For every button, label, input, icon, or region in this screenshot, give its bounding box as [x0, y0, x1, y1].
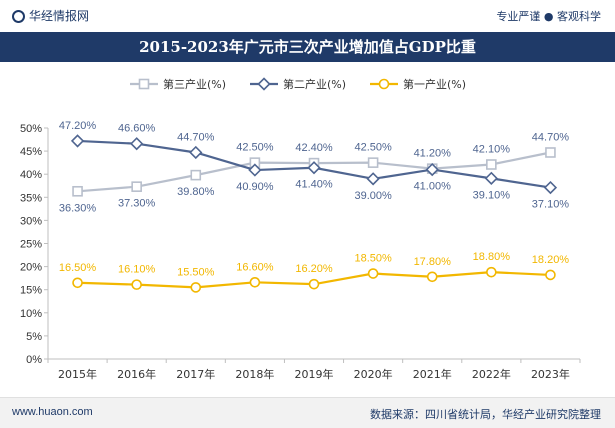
legend-label: 第二产业(%) [283, 77, 346, 91]
y-tick-label: 30% [20, 215, 42, 227]
data-label-primary: 16.10% [118, 264, 156, 276]
data-point-primary [426, 271, 438, 283]
x-tick-label: 2016年 [117, 367, 156, 381]
data-point-primary [249, 277, 261, 288]
title-bar: 2015-2023年广元市三次产业增加值占GDP比重 [0, 32, 615, 62]
y-tick-label: 10% [20, 308, 42, 320]
x-tick-label: 2019年 [295, 367, 334, 381]
data-label-primary: 16.50% [59, 262, 97, 274]
data-point-tertiary [486, 159, 497, 170]
x-tick-label: 2023年 [531, 367, 570, 381]
x-tick-label: 2020年 [354, 367, 393, 381]
legend-marker [257, 77, 271, 91]
line-chart: 第三产业(%) 第二产业(%) 第一产业(%) 0% 5% 10% 15% 20% 25% 30… [20, 77, 581, 381]
data-label-tertiary: 42.10% [473, 143, 511, 155]
x-tick-label: 2015年 [58, 367, 97, 381]
data-point-primary [190, 282, 202, 293]
data-label-tertiary: 42.50% [236, 142, 274, 154]
y-tick-label: 50% [20, 123, 42, 135]
data-label-primary: 18.80% [473, 251, 511, 263]
data-label-tertiary: 36.30% [59, 202, 97, 214]
data-point-secondary [425, 162, 439, 177]
data-point-secondary [543, 180, 558, 195]
data-point-primary [545, 269, 556, 281]
x-tick-label: 2018年 [235, 367, 274, 381]
data-label-secondary: 41.00% [414, 181, 452, 193]
data-point-primary [308, 278, 320, 290]
data-label-primary: 16.60% [236, 261, 274, 273]
x-tick-label: 2022年 [472, 367, 511, 381]
y-tick-label: 35% [20, 192, 42, 204]
data-point-tertiary [367, 157, 379, 168]
y-tick-label: 40% [20, 169, 42, 181]
y-tick-label: 20% [20, 262, 42, 274]
data-point-secondary [189, 145, 203, 160]
data-label-secondary: 47.20% [59, 120, 97, 132]
series-layer [70, 134, 558, 293]
data-point-primary [72, 277, 83, 289]
data-point-secondary [130, 137, 144, 151]
y-tick-label: 45% [20, 146, 42, 158]
data-point-tertiary [545, 147, 556, 158]
series-secondary [70, 134, 558, 195]
data-label-secondary: 41.40% [295, 179, 333, 191]
data-label-tertiary: 42.50% [354, 142, 392, 154]
data-label-primary: 18.20% [532, 254, 570, 266]
data-point-primary [367, 268, 379, 279]
legend-item-tertiary[interactable]: 第三产业(%) [130, 77, 226, 91]
data-label-tertiary: 41.20% [414, 148, 452, 160]
tagline: 专业严谨 ● 客观科学 [496, 10, 601, 23]
data-point-secondary [366, 172, 380, 186]
data-label-tertiary: 39.80% [177, 186, 215, 198]
data-point-secondary [307, 161, 321, 175]
website-link[interactable]: www.huaon.com [12, 406, 93, 418]
data-point-primary [486, 266, 497, 278]
data-label-secondary: 40.90% [236, 181, 274, 193]
data-label-secondary: 46.60% [118, 123, 156, 135]
legend-marker [138, 78, 150, 90]
data-label-secondary: 37.10% [532, 199, 570, 211]
data-label-primary: 15.50% [177, 266, 215, 278]
logo-text: 华经情报网 [29, 9, 90, 23]
y-tick-label: 5% [26, 331, 42, 343]
data-label-primary: 18.50% [354, 253, 392, 265]
legend-item-primary[interactable]: 第一产业(%) [370, 77, 466, 91]
data-label-secondary: 39.10% [473, 189, 511, 201]
chart-title: 2015-2023年广元市三次产业增加值占GDP比重 [139, 38, 476, 56]
logo-icon [12, 10, 25, 23]
y-tick-label: 25% [20, 239, 42, 251]
data-label-secondary: 44.70% [177, 131, 215, 143]
data-labels-layer: 36.30% 37.30% 39.80% 42.50% 42.40% 42.50% 41.2… [59, 120, 569, 278]
footer: www.huaon.com 数据来源：四川省统计局，华经产业研究院整理 [0, 397, 615, 428]
data-point-secondary [70, 134, 85, 148]
data-label-secondary: 39.00% [354, 190, 392, 202]
data-source: 数据来源：四川省统计局，华经产业研究院整理 [370, 408, 601, 421]
brand-logo[interactable]: 华经情报网 [12, 7, 89, 24]
data-label-tertiary: 44.70% [532, 131, 570, 143]
legend-item-secondary[interactable]: 第二产业(%) [250, 77, 346, 91]
top-bar: 华经情报网 专业严谨 ● 客观科学 [0, 0, 615, 30]
legend-label: 第一产业(%) [403, 77, 466, 91]
data-point-primary [131, 279, 142, 290]
chart-axes: 0% 5% 10% 15% 20% 25% 30% 35% 40% 45% 50% 2015年 2016… [20, 123, 581, 381]
data-point-tertiary [190, 169, 202, 181]
x-tick-label: 2017年 [176, 367, 215, 381]
legend-label: 第三产业(%) [163, 77, 226, 91]
data-label-primary: 16.20% [295, 263, 333, 275]
data-point-secondary [484, 171, 498, 185]
data-point-secondary [248, 163, 262, 177]
data-label-tertiary: 37.30% [118, 198, 156, 210]
legend-marker [378, 78, 390, 90]
series-primary [72, 266, 556, 293]
x-tick-label: 2021年 [413, 367, 452, 381]
data-label-tertiary: 42.40% [295, 142, 333, 154]
data-point-tertiary [72, 185, 83, 197]
y-tick-label: 15% [20, 285, 42, 297]
y-tick-label: 0% [26, 354, 42, 366]
data-label-primary: 17.80% [414, 256, 452, 268]
chart-legend: 第三产业(%) 第二产业(%) 第一产业(%) [130, 77, 466, 91]
data-point-tertiary [131, 181, 142, 192]
